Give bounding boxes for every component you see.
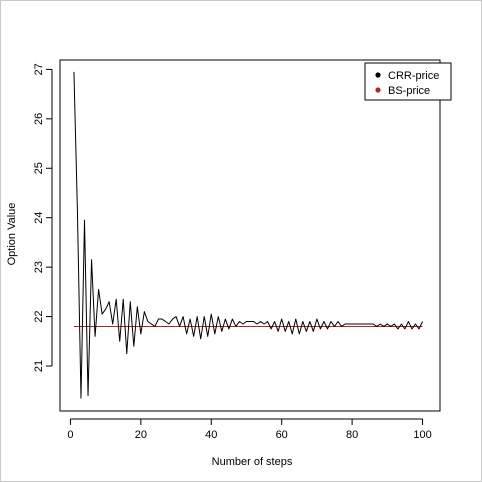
y-tick-label: 27 bbox=[33, 63, 45, 75]
x-axis-label: Number of steps bbox=[212, 456, 293, 468]
x-tick-label: 60 bbox=[276, 429, 288, 441]
x-tick-label: 0 bbox=[67, 429, 73, 441]
x-tick-label: 100 bbox=[413, 429, 431, 441]
y-axis-label: Option Value bbox=[6, 203, 18, 266]
legend-marker-bs bbox=[375, 87, 381, 93]
legend-entry-crr: CRR-price bbox=[388, 70, 439, 82]
legend-box bbox=[364, 62, 452, 101]
y-tick-label: 25 bbox=[33, 162, 45, 174]
y-tick-label: 21 bbox=[33, 360, 45, 372]
x-tick-label: 40 bbox=[205, 429, 217, 441]
series-layer bbox=[73, 71, 423, 399]
y-tick-label: 26 bbox=[33, 113, 45, 125]
x-tick-label: 20 bbox=[135, 429, 147, 441]
legend-marker-crr bbox=[375, 72, 381, 78]
y-axis: 21 22 23 24 25 26 27 bbox=[33, 63, 53, 372]
x-axis: 0 20 40 60 80 100 bbox=[67, 418, 432, 441]
legend-entry-bs: BS-price bbox=[388, 85, 430, 97]
y-tick-label: 24 bbox=[33, 212, 45, 224]
y-tick-label: 22 bbox=[33, 310, 45, 322]
series-line-crr-price bbox=[73, 71, 423, 399]
legend: CRR-price BS-price bbox=[364, 62, 452, 101]
x-tick-label: 80 bbox=[346, 429, 358, 441]
y-tick-label: 23 bbox=[33, 261, 45, 273]
plot-area-box bbox=[59, 59, 441, 412]
